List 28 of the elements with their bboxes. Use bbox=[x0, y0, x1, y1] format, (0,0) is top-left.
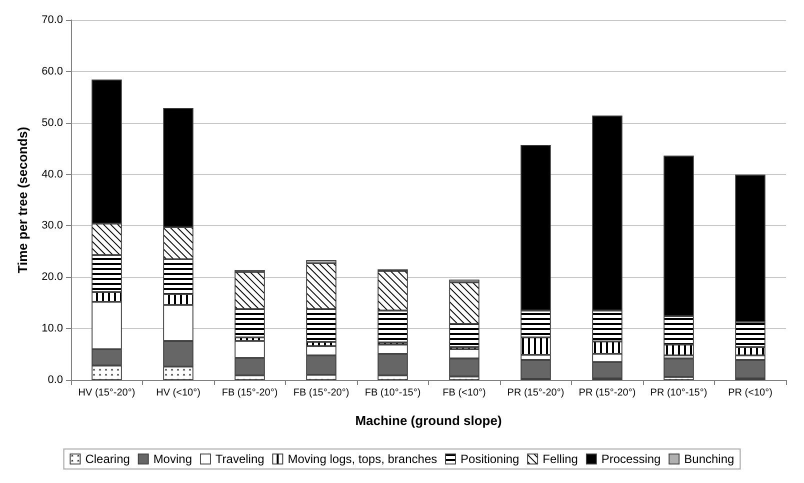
y-tick-label: 60.0 bbox=[42, 65, 63, 78]
y-tick-label: 50.0 bbox=[42, 116, 63, 129]
legend-label: Bunching bbox=[684, 452, 734, 466]
legend-label: Traveling bbox=[215, 452, 264, 466]
x-tick-label: HV (<10°) bbox=[156, 388, 200, 398]
x-tick-label: PR (<10°) bbox=[728, 388, 772, 398]
x-tick-label: FB (15°-20°) bbox=[293, 388, 350, 398]
y-tick-label: 70.0 bbox=[42, 14, 63, 26]
x-tick-label: PR (15°-20°) bbox=[507, 388, 564, 398]
y-tick-label: 40.0 bbox=[42, 168, 63, 180]
x-tick-label: FB (<10°) bbox=[442, 388, 486, 398]
legend-label: Moving bbox=[153, 452, 192, 466]
y-axis-title: Time per tree (seconds) bbox=[15, 126, 30, 274]
legend-label: Clearing bbox=[85, 452, 130, 466]
x-tick-label: FB (15°-20°) bbox=[222, 388, 278, 398]
y-tick-label: 10.0 bbox=[42, 322, 63, 335]
y-tick-label: 0.0 bbox=[48, 374, 63, 386]
legend-label: Moving logs, tops, branches bbox=[288, 452, 438, 466]
legend-label: Positioning bbox=[460, 452, 520, 466]
legend-label: Felling bbox=[542, 452, 578, 466]
x-axis-title: Machine (ground slope) bbox=[355, 413, 502, 428]
x-tick-label: PR (10°-15°) bbox=[650, 388, 708, 398]
x-tick-label: PR (15°-20°) bbox=[578, 388, 636, 398]
y-tick-label: 30.0 bbox=[42, 220, 63, 232]
x-tick-label: HV (15°-20°) bbox=[78, 388, 136, 398]
y-tick-label: 20.0 bbox=[42, 271, 63, 284]
x-tick-label: FB (10°-15°) bbox=[364, 388, 421, 398]
legend-label: Processing bbox=[601, 452, 661, 466]
